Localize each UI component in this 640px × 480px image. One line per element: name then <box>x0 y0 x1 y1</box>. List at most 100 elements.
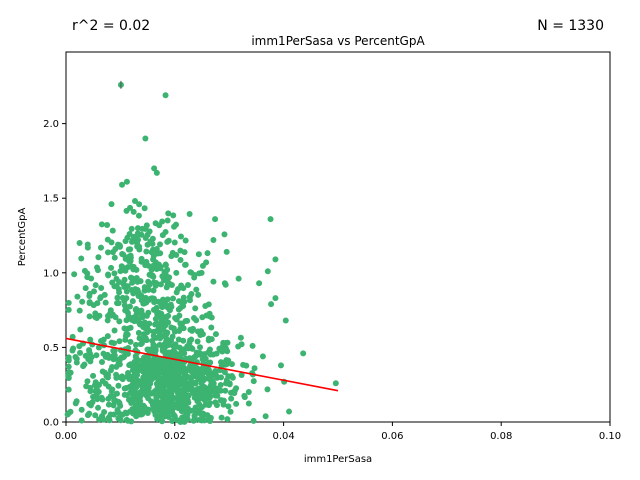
data-point <box>111 327 118 334</box>
data-point <box>212 331 219 338</box>
data-point <box>169 350 176 357</box>
data-point <box>224 416 231 423</box>
data-point <box>121 302 128 309</box>
data-point <box>210 382 217 389</box>
data-point <box>129 406 136 413</box>
data-point <box>181 249 188 256</box>
data-point <box>79 298 86 305</box>
data-point <box>167 401 174 408</box>
data-point <box>191 394 198 401</box>
data-point <box>166 307 173 314</box>
data-point <box>208 314 215 321</box>
data-point <box>195 251 202 258</box>
data-point <box>128 225 135 232</box>
data-point <box>169 333 176 340</box>
data-point <box>245 400 252 407</box>
data-point <box>192 305 199 312</box>
data-point <box>123 207 130 214</box>
data-point <box>95 404 102 411</box>
data-point <box>217 382 224 389</box>
data-point <box>168 378 175 385</box>
data-point <box>148 398 155 405</box>
data-point <box>213 389 220 396</box>
data-point <box>174 417 181 424</box>
data-point <box>76 307 83 314</box>
data-point <box>135 377 142 384</box>
data-point <box>173 401 180 408</box>
data-point <box>150 359 157 366</box>
data-point <box>110 340 117 347</box>
data-point <box>86 400 93 407</box>
data-point <box>165 319 172 326</box>
data-point <box>115 300 122 307</box>
data-point <box>213 402 220 409</box>
data-point <box>135 329 142 336</box>
data-point <box>194 338 201 345</box>
x-tick-label: 0.08 <box>490 431 512 442</box>
data-point <box>221 280 228 287</box>
data-point <box>180 337 187 344</box>
data-point <box>87 358 94 365</box>
data-point <box>162 261 169 268</box>
data-point <box>134 225 141 232</box>
data-point <box>135 405 142 412</box>
sample-count-label: N = 1330 <box>537 18 604 34</box>
data-point <box>142 325 149 332</box>
data-point <box>101 409 108 416</box>
data-point <box>220 401 227 408</box>
data-point <box>259 353 266 360</box>
data-point <box>220 342 227 349</box>
x-axis-label: imm1PerSasa <box>304 454 372 465</box>
data-point <box>146 367 153 374</box>
data-point <box>206 346 213 353</box>
data-point <box>122 409 129 416</box>
data-point <box>241 394 248 401</box>
data-point <box>116 338 123 345</box>
data-point <box>153 169 160 176</box>
data-point <box>101 291 108 298</box>
data-point <box>158 318 165 325</box>
data-point <box>141 284 148 291</box>
data-point <box>130 208 137 215</box>
data-point <box>132 306 139 313</box>
data-point <box>136 201 143 208</box>
data-point <box>191 417 198 424</box>
data-point <box>81 267 88 274</box>
data-point <box>138 320 145 327</box>
data-point <box>221 231 228 238</box>
data-point <box>81 361 88 368</box>
data-point <box>138 409 145 416</box>
data-point <box>159 273 166 280</box>
data-point <box>152 411 159 418</box>
data-point <box>188 377 195 384</box>
chart-title: imm1PerSasa vs PercentGpA <box>251 34 425 48</box>
data-point <box>163 284 170 291</box>
data-point <box>282 317 289 324</box>
data-point <box>198 269 205 276</box>
data-point <box>90 372 97 379</box>
y-axis-label: PercentGpA <box>17 208 28 267</box>
data-point <box>92 282 99 289</box>
data-point <box>163 314 170 321</box>
data-point <box>180 285 187 292</box>
y-tick-label: 0.0 <box>43 418 59 429</box>
data-point <box>93 386 100 393</box>
data-point <box>201 417 208 424</box>
data-point <box>182 261 189 268</box>
data-point <box>133 233 140 240</box>
data-point <box>182 401 189 408</box>
data-point <box>127 324 134 331</box>
data-point <box>173 269 180 276</box>
data-point <box>132 354 139 361</box>
data-point <box>122 267 129 274</box>
data-point <box>160 395 167 402</box>
data-point <box>154 367 161 374</box>
data-point <box>160 332 167 339</box>
data-point <box>137 278 144 285</box>
data-point <box>142 135 149 142</box>
data-point <box>170 212 177 219</box>
data-point <box>78 255 85 262</box>
data-point <box>114 294 121 301</box>
data-point <box>109 386 116 393</box>
data-point <box>130 266 137 273</box>
